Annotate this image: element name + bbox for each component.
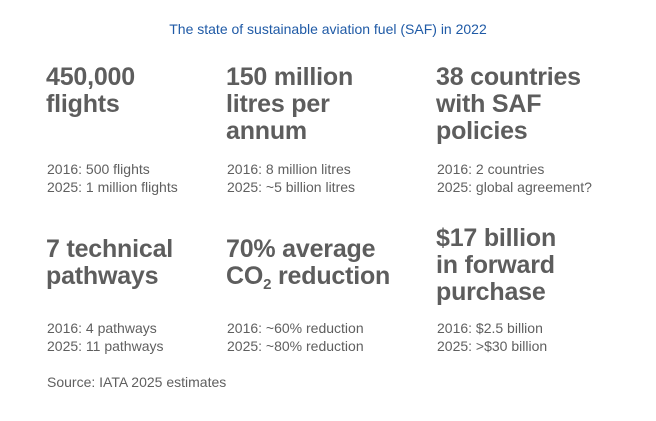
headline-line: 7 technical: [46, 235, 174, 263]
headline-line: 450,000: [46, 63, 135, 91]
headline-line: litres per: [226, 90, 330, 118]
stat-co2-headline: 70% average CO2 reduction: [226, 235, 391, 293]
headline-line: flights: [46, 90, 120, 118]
stat-flights-headline: 450,000 flights: [46, 64, 135, 118]
stat-policies-details: 2016: 2 countries 2025: global agreement…: [437, 160, 592, 196]
stat-purchase-details: 2016: $2.5 billion 2025: >$30 billion: [437, 319, 547, 355]
detail-2025: 2025: 1 million flights: [47, 179, 178, 195]
stat-pathways-details: 2016: 4 pathways 2025: 11 pathways: [47, 319, 164, 355]
stat-volume-details: 2016: 8 million litres 2025: ~5 billion …: [227, 160, 355, 196]
reduction-text: reduction: [271, 262, 391, 290]
headline-line: with SAF: [436, 90, 542, 118]
headline-line-co2: CO2 reduction: [226, 262, 391, 293]
stat-policies-headline: 38 countries with SAF policies: [436, 64, 581, 145]
headline-line: $17 billion: [436, 224, 557, 252]
headline-line: policies: [436, 117, 528, 145]
source-note: Source: IATA 2025 estimates: [47, 374, 227, 390]
headline-line: pathways: [46, 262, 159, 290]
headline-line: annum: [226, 117, 307, 145]
detail-2025: 2025: >$30 billion: [437, 338, 548, 354]
detail-2016: 2016: 8 million litres: [227, 161, 351, 177]
detail-2025: 2025: global agreement?: [437, 179, 592, 195]
detail-2025: 2025: 11 pathways: [47, 338, 164, 354]
headline-line: 70% average: [226, 235, 376, 263]
co-text: CO: [226, 262, 264, 290]
detail-2016: 2016: $2.5 billion: [437, 320, 543, 336]
stat-purchase-headline: $17 billion in forward purchase: [436, 225, 556, 306]
headline-line: 150 million: [226, 63, 354, 91]
headline-line: 38 countries: [436, 63, 581, 91]
co2-subscript: 2: [263, 276, 272, 293]
stat-flights-details: 2016: 500 flights 2025: 1 million flight…: [47, 160, 178, 196]
stat-co2-details: 2016: ~60% reduction 2025: ~80% reductio…: [227, 319, 364, 355]
detail-2016: 2016: 2 countries: [437, 161, 545, 177]
headline-line: in forward: [436, 251, 555, 279]
figure-title: The state of sustainable aviation fuel (…: [169, 21, 487, 37]
stat-volume-headline: 150 million litres per annum: [226, 64, 353, 145]
detail-2016: 2016: 500 flights: [47, 161, 150, 177]
detail-2025: 2025: ~80% reduction: [227, 338, 364, 354]
detail-2016: 2016: ~60% reduction: [227, 320, 364, 336]
headline-line: purchase: [436, 278, 546, 306]
detail-2025: 2025: ~5 billion litres: [227, 179, 356, 195]
detail-2016: 2016: 4 pathways: [47, 320, 157, 336]
stat-pathways-headline: 7 technical pathways: [46, 236, 173, 290]
